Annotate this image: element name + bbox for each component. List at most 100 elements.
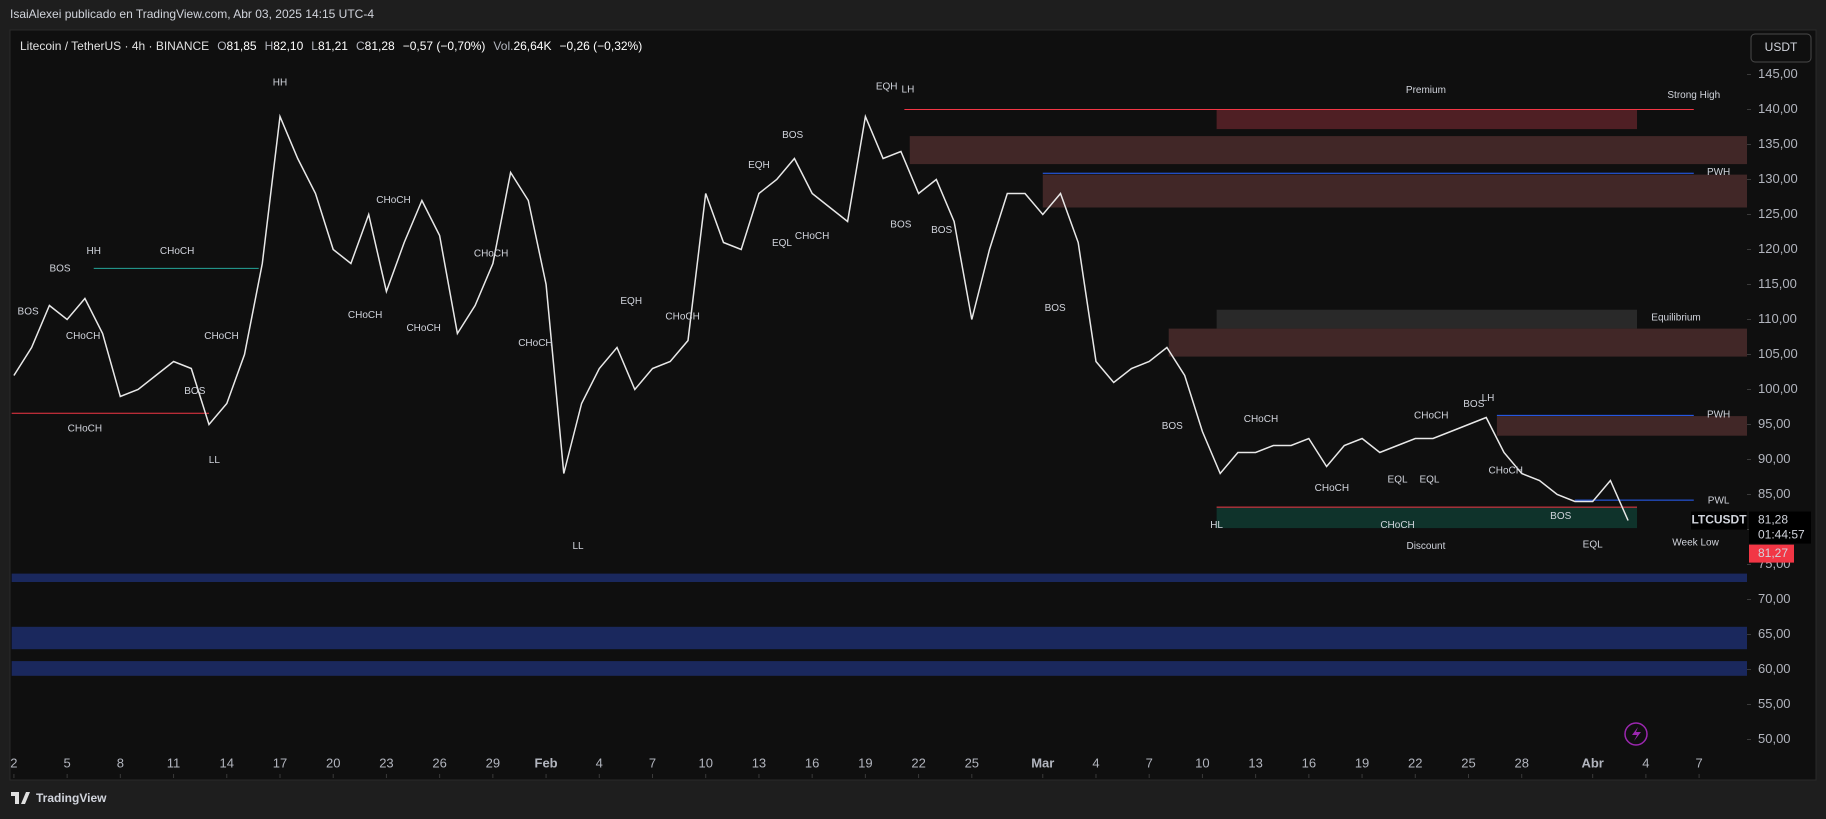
annotation: CHoCH	[68, 423, 102, 434]
symbol-label: LTCUSDT	[1691, 513, 1747, 527]
x-tick-label: 22	[911, 755, 925, 770]
annotation: BOS	[890, 220, 911, 231]
annotation: Strong High	[1667, 90, 1720, 101]
legend-key: C	[356, 39, 365, 53]
legend-value: 81,21	[318, 39, 348, 53]
x-tick-label: 2	[10, 755, 17, 770]
last-price-box	[1749, 511, 1811, 544]
y-tick-label: 115,00	[1758, 276, 1797, 291]
symbol: Litecoin / TetherUS · 4h · BINANCE	[20, 39, 209, 53]
legend-key: L	[311, 39, 318, 53]
annotation: BOS	[184, 386, 205, 397]
x-tick-label: 7	[1146, 755, 1153, 770]
annotation: CHoCH	[376, 195, 410, 206]
annotation: LL	[572, 541, 584, 552]
legend-change: −0,57 (−0,70%)	[403, 39, 486, 53]
x-tick-label: Mar	[1031, 755, 1054, 770]
zone	[11, 573, 1748, 582]
last-price: 81,28	[1758, 513, 1788, 527]
x-tick-label: 22	[1408, 755, 1422, 770]
x-tick-label: 10	[698, 755, 712, 770]
legend-key: H	[265, 39, 274, 53]
annotation: CHoCH	[406, 323, 440, 334]
annotation: LH	[1482, 393, 1495, 404]
legend-key: Vol.	[493, 39, 513, 53]
y-tick-label: 90,00	[1758, 451, 1791, 466]
zone	[1216, 109, 1638, 130]
brand-logo	[11, 792, 30, 804]
x-tick-label: 17	[273, 755, 287, 770]
x-tick-label: 4	[1642, 755, 1649, 770]
plot: Litecoin / TetherUS · 4h · BINANCE O81,85…	[10, 39, 1811, 778]
annotation: HH	[273, 78, 287, 89]
legend-value: 82,10	[273, 39, 303, 53]
annotation: BOS	[1162, 421, 1183, 432]
x-tick-label: 16	[1302, 755, 1316, 770]
annotation: BOS	[782, 130, 803, 141]
publisher-line: IsaiAlexei publicado en TradingView.com,…	[10, 7, 374, 21]
zones	[11, 109, 1748, 676]
annotation: PWH	[1707, 167, 1730, 178]
currency-button[interactable]	[1750, 33, 1812, 63]
y-tick-label: 65,00	[1758, 626, 1791, 641]
y-tick-label: 70,00	[1758, 591, 1791, 606]
y-tick-label: 55,00	[1758, 696, 1791, 711]
x-tick-label: 7	[1695, 755, 1702, 770]
legend-value: 81,85	[227, 39, 257, 53]
annotation: PWH	[1707, 409, 1730, 420]
x-tick-label: 23	[379, 755, 393, 770]
legend-key: O	[217, 39, 226, 53]
y-tick-label: 145,00	[1758, 66, 1798, 81]
y-tick-label: 135,00	[1758, 136, 1798, 151]
zone	[1216, 309, 1638, 329]
x-tick-label: 7	[649, 755, 656, 770]
x-tick-label: 4	[1092, 755, 1099, 770]
x-tick-label: 25	[965, 755, 979, 770]
annotation: EQL	[1419, 474, 1439, 485]
y-tick-label: 125,00	[1758, 206, 1798, 221]
y-tick-label: 120,00	[1758, 241, 1798, 256]
currency-label: USDT	[1765, 40, 1798, 54]
annotation: CHoCH	[1414, 411, 1448, 422]
symbol-label-box	[1691, 511, 1747, 530]
y-tick-label: 140,00	[1758, 101, 1798, 116]
y-tick-label: 95,00	[1758, 416, 1791, 431]
x-tick-label: 20	[326, 755, 340, 770]
x-tick-label: 13	[1248, 755, 1262, 770]
annotation: Premium	[1406, 85, 1446, 96]
zone	[1042, 174, 1747, 208]
annotation: BOS	[1463, 399, 1484, 410]
annotation: EQL	[1388, 474, 1408, 485]
zone	[1216, 507, 1638, 529]
annotation: HH	[87, 246, 101, 257]
y-tick-label: 85,00	[1758, 486, 1791, 501]
annotation: EQL	[772, 238, 792, 249]
annotation: EQL	[1583, 540, 1603, 551]
y-tick-label: 110,00	[1758, 311, 1797, 326]
y-tick-label: 50,00	[1758, 731, 1791, 746]
annotation: BOS	[1550, 511, 1571, 522]
y-tick-label: 100,00	[1758, 381, 1798, 396]
annotation: HL	[1210, 520, 1223, 531]
x-tick-label: 14	[220, 755, 234, 770]
x-tick-label: 11	[167, 755, 181, 770]
annotation: CHoCH	[160, 246, 194, 257]
x-tick-label: 19	[1355, 755, 1369, 770]
zone	[11, 661, 1748, 676]
x-tick-label: 4	[596, 755, 603, 770]
annotation: EQH	[748, 160, 770, 171]
zone	[11, 626, 1748, 650]
annotation: CHoCH	[1315, 483, 1349, 494]
annotation: CHoCH	[474, 248, 508, 259]
x-tick-label: 13	[752, 755, 766, 770]
annotation: EQH	[620, 296, 642, 307]
alert-bolt	[1632, 727, 1641, 741]
price-line	[13, 113, 1629, 521]
legend-value: 81,28	[365, 39, 395, 53]
x-tick-label: 10	[1195, 755, 1209, 770]
x-tick-label: 28	[1514, 755, 1528, 770]
alert-icon[interactable]	[1624, 722, 1648, 746]
legend-change: −0,26 (−0,32%)	[559, 39, 642, 53]
